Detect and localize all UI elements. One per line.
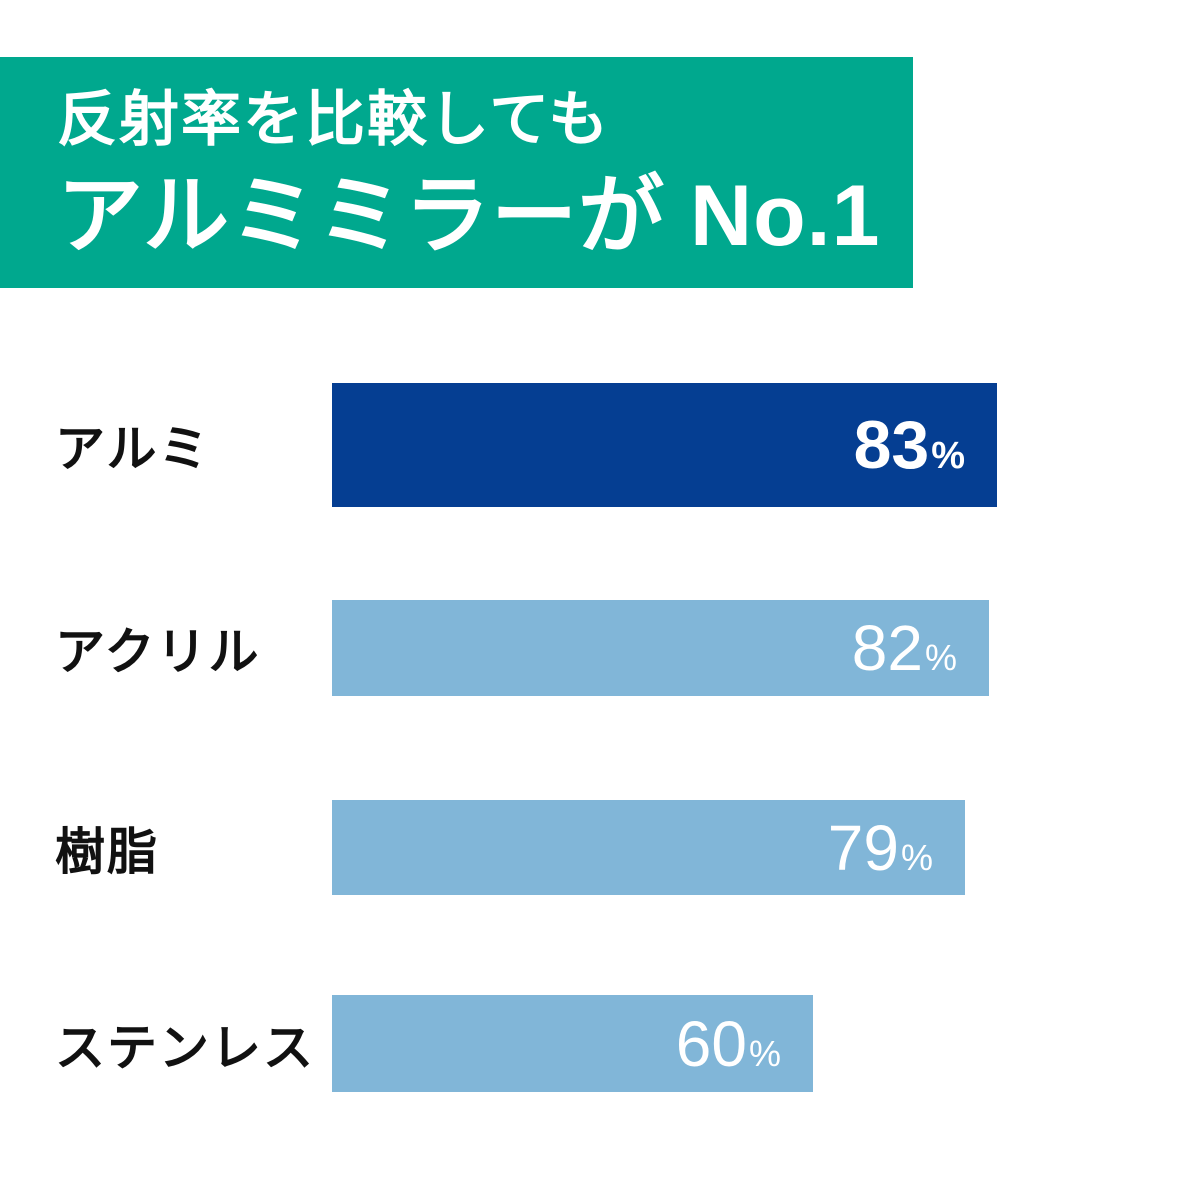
bar: 83% (332, 383, 997, 507)
category-label: ステンレス (55, 1019, 315, 1076)
percent-sign: % (900, 836, 933, 878)
percent-sign: % (748, 1032, 781, 1074)
bar-row: アルミ 83% (0, 383, 1200, 507)
bar-row: アクリル 82% (0, 600, 1200, 696)
percent-sign: % (924, 637, 957, 678)
bar: 79% (332, 800, 965, 895)
value-label: 60% (676, 1012, 781, 1076)
category-label: アルミ (55, 421, 211, 477)
bar-row: 樹脂 79% (0, 800, 1200, 895)
header-subtitle: 反射率を比較しても (57, 86, 611, 153)
bar: 60% (332, 995, 813, 1092)
percent-sign: % (931, 435, 965, 477)
value-number: 79 (827, 811, 899, 884)
value-label: 83% (854, 411, 965, 479)
header-banner: 反射率を比較しても アルミミラーが No.1 (0, 57, 913, 288)
value-number: 60 (675, 1007, 747, 1080)
bar: 82% (332, 600, 989, 696)
category-label: アクリル (55, 624, 261, 680)
value-number: 82 (851, 612, 923, 684)
value-label: 82% (852, 616, 957, 680)
value-number: 83 (853, 407, 930, 483)
value-label: 79% (828, 816, 933, 880)
bar-row: ステンレス 60% (0, 995, 1200, 1092)
header-title: アルミミラーが No.1 (57, 168, 881, 264)
category-label: 樹脂 (55, 823, 159, 880)
